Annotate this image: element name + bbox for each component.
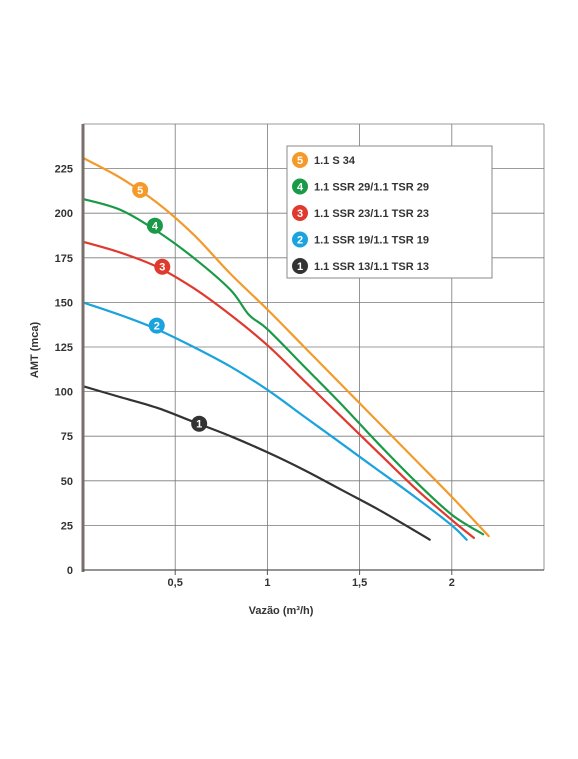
series-badges: 5 4 3 2 1 — [132, 182, 208, 432]
y-tick-label: 25 — [61, 520, 73, 532]
x-tick-label: 0,5 — [168, 577, 183, 589]
x-tick-label: 1 — [264, 577, 270, 589]
series-badge-3 — [154, 258, 171, 275]
legend-entry-1: 1.1 SSR 13/1.1 TSR 13 — [314, 261, 429, 273]
series-badge-label-5: 5 — [137, 185, 143, 197]
legend-badge-4 — [292, 178, 308, 195]
legend-entry-4: 1.1 SSR 29/1.1 TSR 29 — [314, 182, 429, 194]
x-axis-title: Vazão (m³/h) — [249, 605, 314, 617]
y-tick-label: 0 — [67, 565, 73, 577]
y-tick-label: 50 — [61, 476, 73, 488]
legend-badge-label-2: 2 — [297, 235, 303, 247]
series-badge-4 — [146, 217, 163, 234]
series-badge-label-2: 2 — [154, 321, 160, 333]
series-badge-1 — [191, 415, 208, 432]
series-badge-2 — [148, 317, 165, 334]
series-line-5 — [81, 156, 490, 538]
legend-badge-5 — [292, 152, 308, 168]
y-tick-label: 125 — [55, 342, 73, 354]
y-tick-label: 225 — [55, 164, 73, 176]
legend-entry-5: 1.1 S 34 — [314, 155, 356, 167]
legend-badge-3 — [292, 205, 308, 221]
legend-entry-3: 1.1 SSR 23/1.1 TSR 23 — [314, 208, 429, 220]
legend-badge-label-4: 4 — [297, 182, 304, 194]
legend-badge-label-5: 5 — [297, 155, 303, 167]
series-badge-label-3: 3 — [159, 262, 165, 274]
legend-badge-label-1: 1 — [297, 261, 303, 273]
legend-box — [286, 145, 493, 279]
y-tick-label: 75 — [61, 431, 73, 443]
y-tick-label: 100 — [55, 387, 73, 399]
series-badge-5 — [132, 182, 149, 199]
legend: 5 1.1 S 34 4 1.1 SSR 29/1.1 TSR 29 3 1.1 SSR … — [286, 145, 493, 279]
series-line-3 — [81, 240, 475, 539]
y-tick-label: 150 — [55, 297, 73, 309]
series-line-1 — [81, 385, 431, 541]
series-line-2 — [81, 301, 468, 541]
y-tick-label: 200 — [55, 208, 73, 220]
y-axis-title: AMT (mca) — [29, 322, 41, 379]
x-tick-label: 1,5 — [352, 577, 367, 589]
legend-badge-2 — [292, 231, 308, 248]
legend-badge-label-3: 3 — [297, 208, 303, 220]
x-tick-label: 2 — [449, 577, 455, 589]
axes — [81, 124, 544, 572]
legend-badge-1 — [292, 258, 308, 274]
y-tick-label: 175 — [55, 253, 73, 265]
series-badge-label-1: 1 — [196, 419, 202, 431]
series-badge-label-4: 4 — [152, 221, 159, 233]
legend-entry-2: 1.1 SSR 19/1.1 TSR 19 — [314, 235, 429, 247]
